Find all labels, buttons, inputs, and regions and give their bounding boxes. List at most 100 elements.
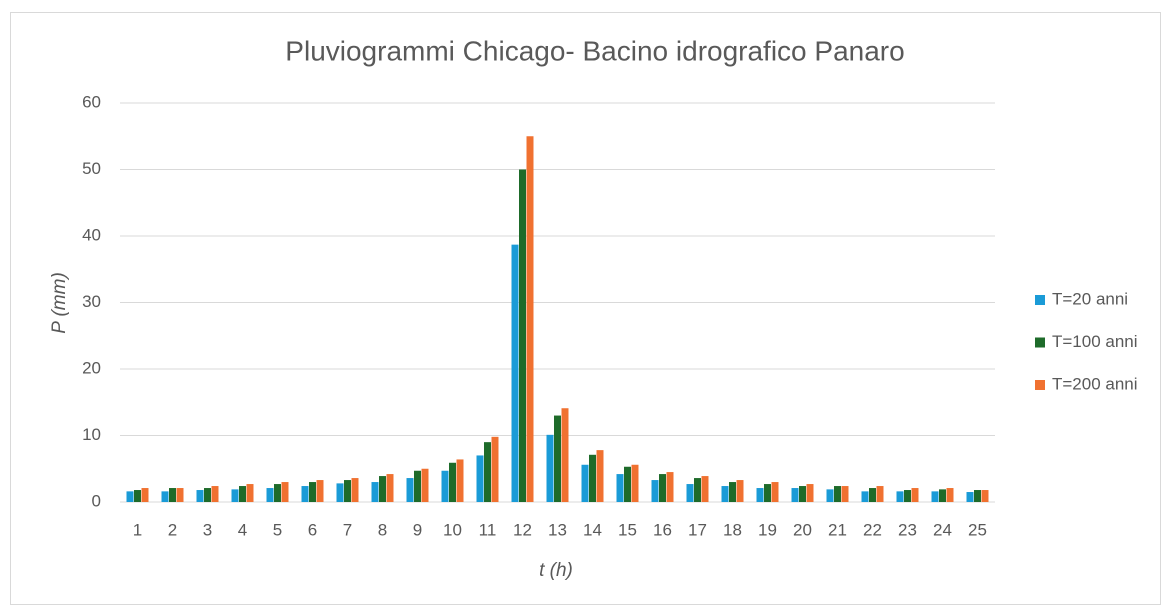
bar <box>966 492 974 502</box>
bar <box>659 474 666 502</box>
y-tick-label: 20 <box>82 358 101 377</box>
bar <box>246 484 254 502</box>
bar <box>756 488 764 502</box>
y-axis-title: P (mm) <box>49 272 70 334</box>
bar <box>351 478 359 502</box>
bar <box>484 442 491 502</box>
x-tick-label: 10 <box>443 520 462 539</box>
x-tick-label: 18 <box>723 520 742 539</box>
x-tick-label: 23 <box>898 520 917 539</box>
x-tick-label: 16 <box>653 520 672 539</box>
bar <box>371 482 379 502</box>
bar <box>281 482 289 502</box>
bar <box>169 488 176 502</box>
bar <box>204 488 211 502</box>
bar <box>764 484 771 502</box>
bar <box>799 486 806 502</box>
x-tick-label: 21 <box>828 520 847 539</box>
x-tick-label: 22 <box>863 520 882 539</box>
legend-label: T=20 anni <box>1052 289 1128 308</box>
y-tick-label: 0 <box>92 491 101 510</box>
bar <box>476 455 484 502</box>
y-tick-label: 10 <box>82 425 101 444</box>
bar <box>344 480 351 502</box>
bar <box>449 462 456 502</box>
bar <box>729 482 736 502</box>
x-tick-label: 1 <box>133 520 142 539</box>
bar <box>336 483 344 502</box>
bar <box>441 470 449 502</box>
legend-swatch <box>1035 380 1045 390</box>
bar <box>896 491 904 502</box>
x-axis-title: t (h) <box>539 560 573 581</box>
legend-swatch <box>1035 337 1045 348</box>
bar <box>834 486 841 502</box>
bar <box>974 490 981 502</box>
x-tick-label: 24 <box>933 520 952 539</box>
bar <box>911 488 919 502</box>
x-tick-label: 15 <box>618 520 637 539</box>
bar <box>421 468 429 502</box>
bar <box>939 489 946 502</box>
bar <box>904 490 911 502</box>
x-tick-label: 5 <box>273 520 282 539</box>
bar <box>694 478 701 502</box>
bar <box>239 486 246 502</box>
x-tick-label: 11 <box>479 520 497 539</box>
bar <box>806 484 814 502</box>
x-tick-label: 6 <box>308 520 317 539</box>
bar <box>561 408 569 502</box>
bar <box>406 478 414 502</box>
x-tick-label: 19 <box>758 520 777 539</box>
bar <box>869 488 876 502</box>
bar <box>141 488 149 502</box>
bar <box>826 489 834 502</box>
bar <box>841 486 849 502</box>
y-tick-label: 60 <box>82 92 101 111</box>
y-tick-label: 40 <box>82 225 101 244</box>
bar <box>666 472 674 502</box>
x-tick-label: 12 <box>513 520 532 539</box>
chart-title: Pluviogrammi Chicago- Bacino idrografico… <box>285 35 904 66</box>
bar <box>651 480 659 502</box>
x-tick-label: 17 <box>688 520 707 539</box>
x-tick-label: 9 <box>413 520 422 539</box>
bar <box>981 490 989 502</box>
x-tick-label: 8 <box>378 520 387 539</box>
bar <box>931 491 939 502</box>
x-tick-label: 2 <box>168 520 177 539</box>
bar <box>791 488 799 502</box>
y-tick-label: 30 <box>82 292 101 311</box>
bar <box>456 459 464 502</box>
chart-border <box>10 12 1161 605</box>
bar <box>546 434 554 502</box>
bar <box>211 486 219 502</box>
bar <box>134 490 141 502</box>
bar <box>161 491 169 502</box>
bar <box>414 470 421 502</box>
bar <box>771 482 779 502</box>
bar <box>946 488 954 502</box>
bar <box>274 484 281 502</box>
y-tick-label: 50 <box>82 159 101 178</box>
bar <box>616 474 624 502</box>
bar <box>624 466 631 502</box>
bar <box>511 244 519 502</box>
bar <box>736 480 744 502</box>
bar <box>386 474 394 502</box>
x-tick-label: 3 <box>203 520 212 539</box>
bar <box>686 484 694 502</box>
bar <box>596 450 604 502</box>
bar <box>301 486 309 502</box>
legend-label: T=200 anni <box>1052 374 1138 393</box>
bar <box>491 436 499 502</box>
bar <box>266 488 274 502</box>
x-tick-label: 20 <box>793 520 812 539</box>
bar <box>861 491 869 502</box>
bar <box>589 454 596 502</box>
bar <box>176 488 184 502</box>
bar <box>721 486 729 502</box>
bar <box>701 476 709 502</box>
x-tick-label: 14 <box>583 520 602 539</box>
